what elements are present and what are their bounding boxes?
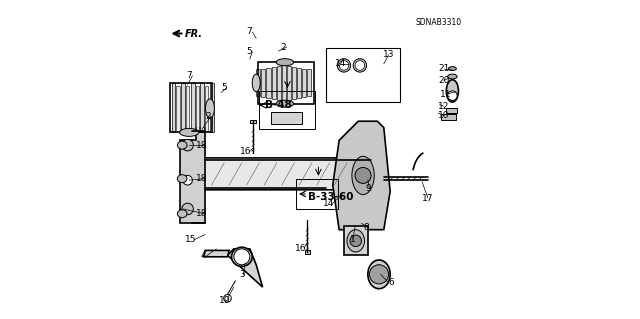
Circle shape bbox=[350, 235, 362, 247]
Ellipse shape bbox=[177, 141, 187, 149]
Text: 18: 18 bbox=[196, 209, 207, 218]
Ellipse shape bbox=[232, 247, 252, 266]
Text: 2: 2 bbox=[205, 112, 211, 121]
Bar bbox=[307, 70, 312, 96]
Text: 8: 8 bbox=[364, 223, 369, 232]
Text: 14: 14 bbox=[323, 199, 335, 208]
FancyBboxPatch shape bbox=[204, 158, 372, 190]
Text: 19: 19 bbox=[218, 296, 230, 305]
Text: 2: 2 bbox=[280, 43, 286, 52]
Bar bbox=[297, 68, 301, 98]
Bar bbox=[210, 83, 214, 132]
Circle shape bbox=[223, 294, 231, 302]
Text: 16: 16 bbox=[295, 244, 307, 253]
Bar bbox=[205, 86, 208, 131]
Bar bbox=[196, 86, 198, 131]
Polygon shape bbox=[204, 250, 229, 257]
Ellipse shape bbox=[368, 260, 390, 289]
Bar bbox=[177, 86, 179, 131]
Bar bbox=[282, 65, 286, 100]
Text: B-48: B-48 bbox=[265, 100, 292, 110]
Text: 7: 7 bbox=[186, 71, 192, 80]
Bar bbox=[441, 114, 456, 120]
Bar bbox=[256, 70, 260, 96]
Bar bbox=[186, 86, 189, 131]
Circle shape bbox=[355, 61, 365, 70]
Bar bbox=[258, 62, 314, 104]
Bar bbox=[191, 83, 195, 132]
Text: 7: 7 bbox=[246, 27, 252, 36]
Ellipse shape bbox=[446, 80, 458, 102]
Bar bbox=[181, 83, 185, 132]
Text: 13: 13 bbox=[383, 50, 394, 59]
Circle shape bbox=[183, 175, 193, 185]
Text: 20: 20 bbox=[438, 76, 449, 85]
Bar bbox=[259, 91, 316, 129]
Bar bbox=[292, 67, 296, 99]
Bar bbox=[344, 226, 368, 255]
Polygon shape bbox=[180, 128, 205, 223]
Ellipse shape bbox=[205, 99, 214, 118]
Text: 14: 14 bbox=[335, 59, 346, 68]
Text: B-33-60: B-33-60 bbox=[308, 191, 354, 202]
Ellipse shape bbox=[347, 230, 365, 252]
Bar bbox=[261, 69, 266, 97]
Bar bbox=[276, 66, 281, 100]
Text: 9: 9 bbox=[365, 184, 371, 193]
Circle shape bbox=[234, 249, 250, 265]
Bar bbox=[287, 66, 291, 100]
Ellipse shape bbox=[180, 129, 199, 137]
Bar bbox=[326, 48, 400, 102]
Text: 11: 11 bbox=[440, 90, 452, 99]
Circle shape bbox=[339, 61, 349, 70]
Bar bbox=[271, 112, 303, 124]
Ellipse shape bbox=[449, 67, 456, 70]
Text: FR.: FR. bbox=[184, 29, 202, 39]
Text: 6: 6 bbox=[388, 278, 394, 287]
Bar bbox=[302, 69, 307, 97]
Text: 5: 5 bbox=[246, 47, 252, 56]
Ellipse shape bbox=[177, 210, 187, 218]
Ellipse shape bbox=[177, 174, 187, 182]
Ellipse shape bbox=[276, 100, 294, 107]
Text: 12: 12 bbox=[438, 102, 449, 111]
Text: 10: 10 bbox=[438, 111, 449, 120]
Bar bbox=[305, 250, 310, 254]
Bar bbox=[446, 108, 457, 113]
Bar bbox=[172, 83, 175, 132]
Circle shape bbox=[369, 265, 388, 284]
Text: 18: 18 bbox=[196, 141, 207, 150]
Text: 3: 3 bbox=[239, 271, 244, 279]
Bar bbox=[266, 68, 271, 98]
Text: 18: 18 bbox=[196, 174, 207, 183]
Text: 5: 5 bbox=[221, 83, 227, 92]
Text: 17: 17 bbox=[422, 194, 433, 203]
Text: 16: 16 bbox=[240, 147, 252, 156]
Bar bbox=[170, 83, 212, 132]
Bar bbox=[200, 83, 204, 132]
Bar bbox=[271, 67, 276, 99]
Circle shape bbox=[182, 203, 193, 215]
Ellipse shape bbox=[337, 59, 351, 72]
Text: SDNAB3310: SDNAB3310 bbox=[416, 18, 462, 27]
Ellipse shape bbox=[353, 59, 367, 72]
Bar bbox=[250, 120, 255, 123]
Text: 15: 15 bbox=[185, 235, 196, 244]
Circle shape bbox=[447, 91, 457, 100]
Circle shape bbox=[355, 167, 371, 183]
Ellipse shape bbox=[447, 74, 457, 79]
Text: 21: 21 bbox=[438, 64, 449, 73]
Polygon shape bbox=[333, 121, 390, 230]
Ellipse shape bbox=[252, 74, 260, 92]
Bar bbox=[296, 179, 337, 209]
Ellipse shape bbox=[352, 156, 374, 195]
Ellipse shape bbox=[276, 59, 294, 66]
Text: 1: 1 bbox=[350, 235, 356, 244]
Polygon shape bbox=[227, 249, 262, 287]
Circle shape bbox=[182, 139, 193, 151]
Text: 4: 4 bbox=[201, 251, 206, 260]
